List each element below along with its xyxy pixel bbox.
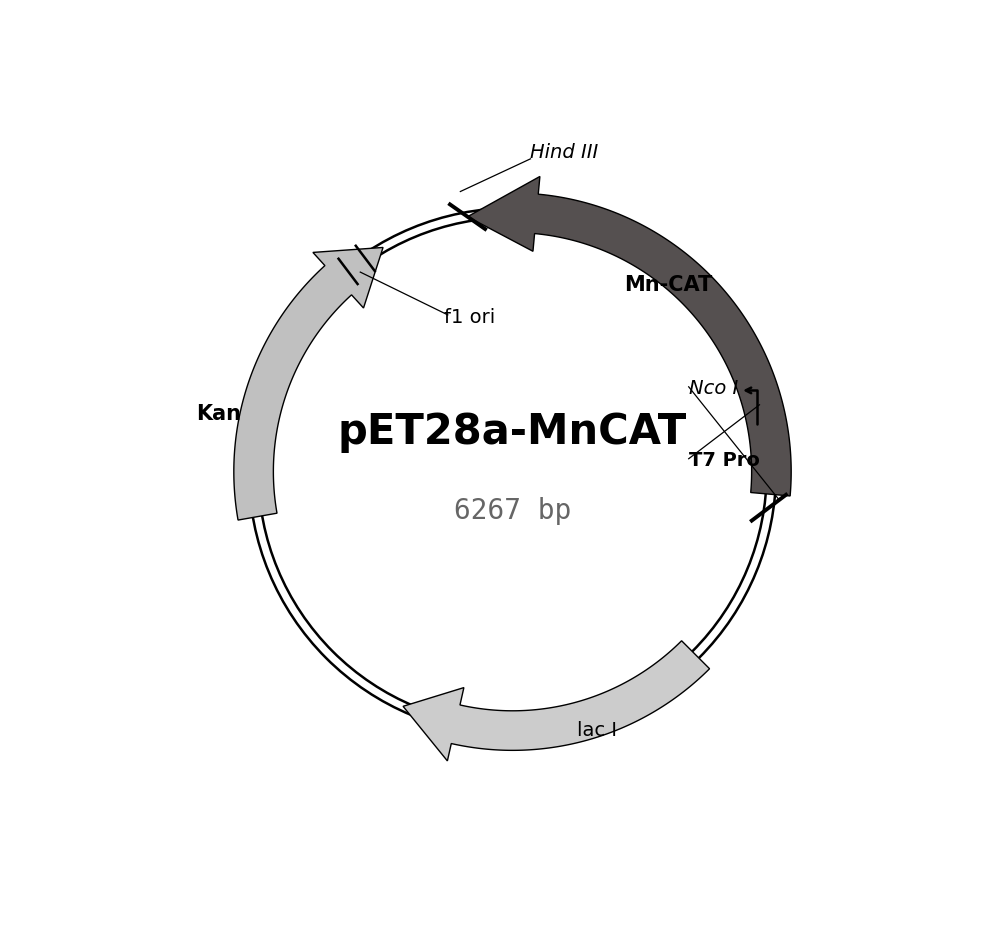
Polygon shape	[234, 248, 383, 520]
Polygon shape	[468, 177, 791, 496]
Text: Kan: Kan	[196, 404, 241, 424]
Text: T7 Pro: T7 Pro	[689, 451, 760, 471]
Text: Hind III: Hind III	[530, 144, 599, 163]
Text: pET28a-MnCAT: pET28a-MnCAT	[338, 411, 687, 453]
Text: 6267 bp: 6267 bp	[454, 497, 571, 525]
Text: f1 ori: f1 ori	[444, 307, 495, 327]
Text: Mn-CAT: Mn-CAT	[624, 275, 712, 295]
Text: Nco I: Nco I	[689, 379, 738, 399]
Text: lac I: lac I	[577, 721, 617, 740]
Polygon shape	[403, 641, 710, 761]
